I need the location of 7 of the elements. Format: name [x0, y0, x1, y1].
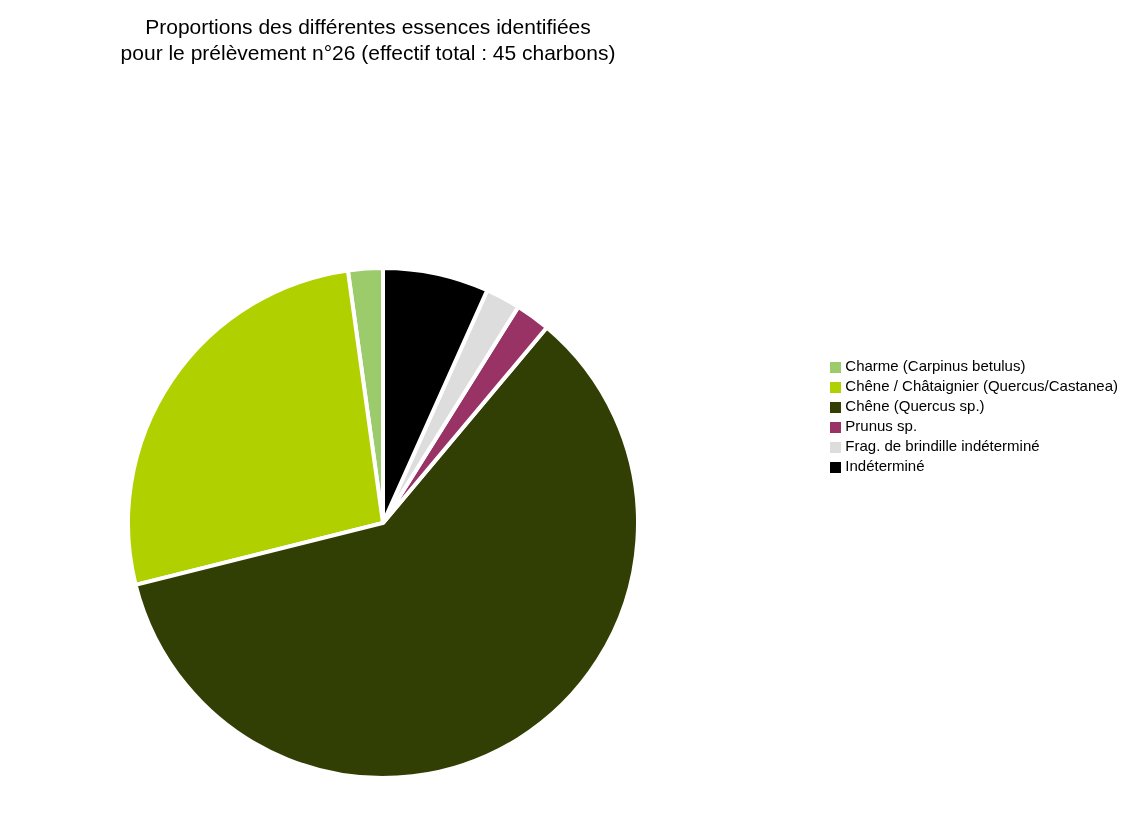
- chart-title: Proportions des différentes essences identifiées pour le prélèvement n°26 (effectif total : 45 charbons): [119, 14, 617, 66]
- legend-label: Frag. de brindille indéterminé: [845, 437, 1040, 454]
- legend-label: Prunus sp.: [845, 417, 918, 434]
- legend-label: Charme (Carpinus betulus): [845, 357, 1026, 374]
- legend-label: Chêne (Quercus sp.): [845, 397, 985, 414]
- legend-label: Chêne / Châtaignier (Quercus/Castanea): [845, 377, 1118, 394]
- legend-label: Indéterminé: [845, 457, 925, 474]
